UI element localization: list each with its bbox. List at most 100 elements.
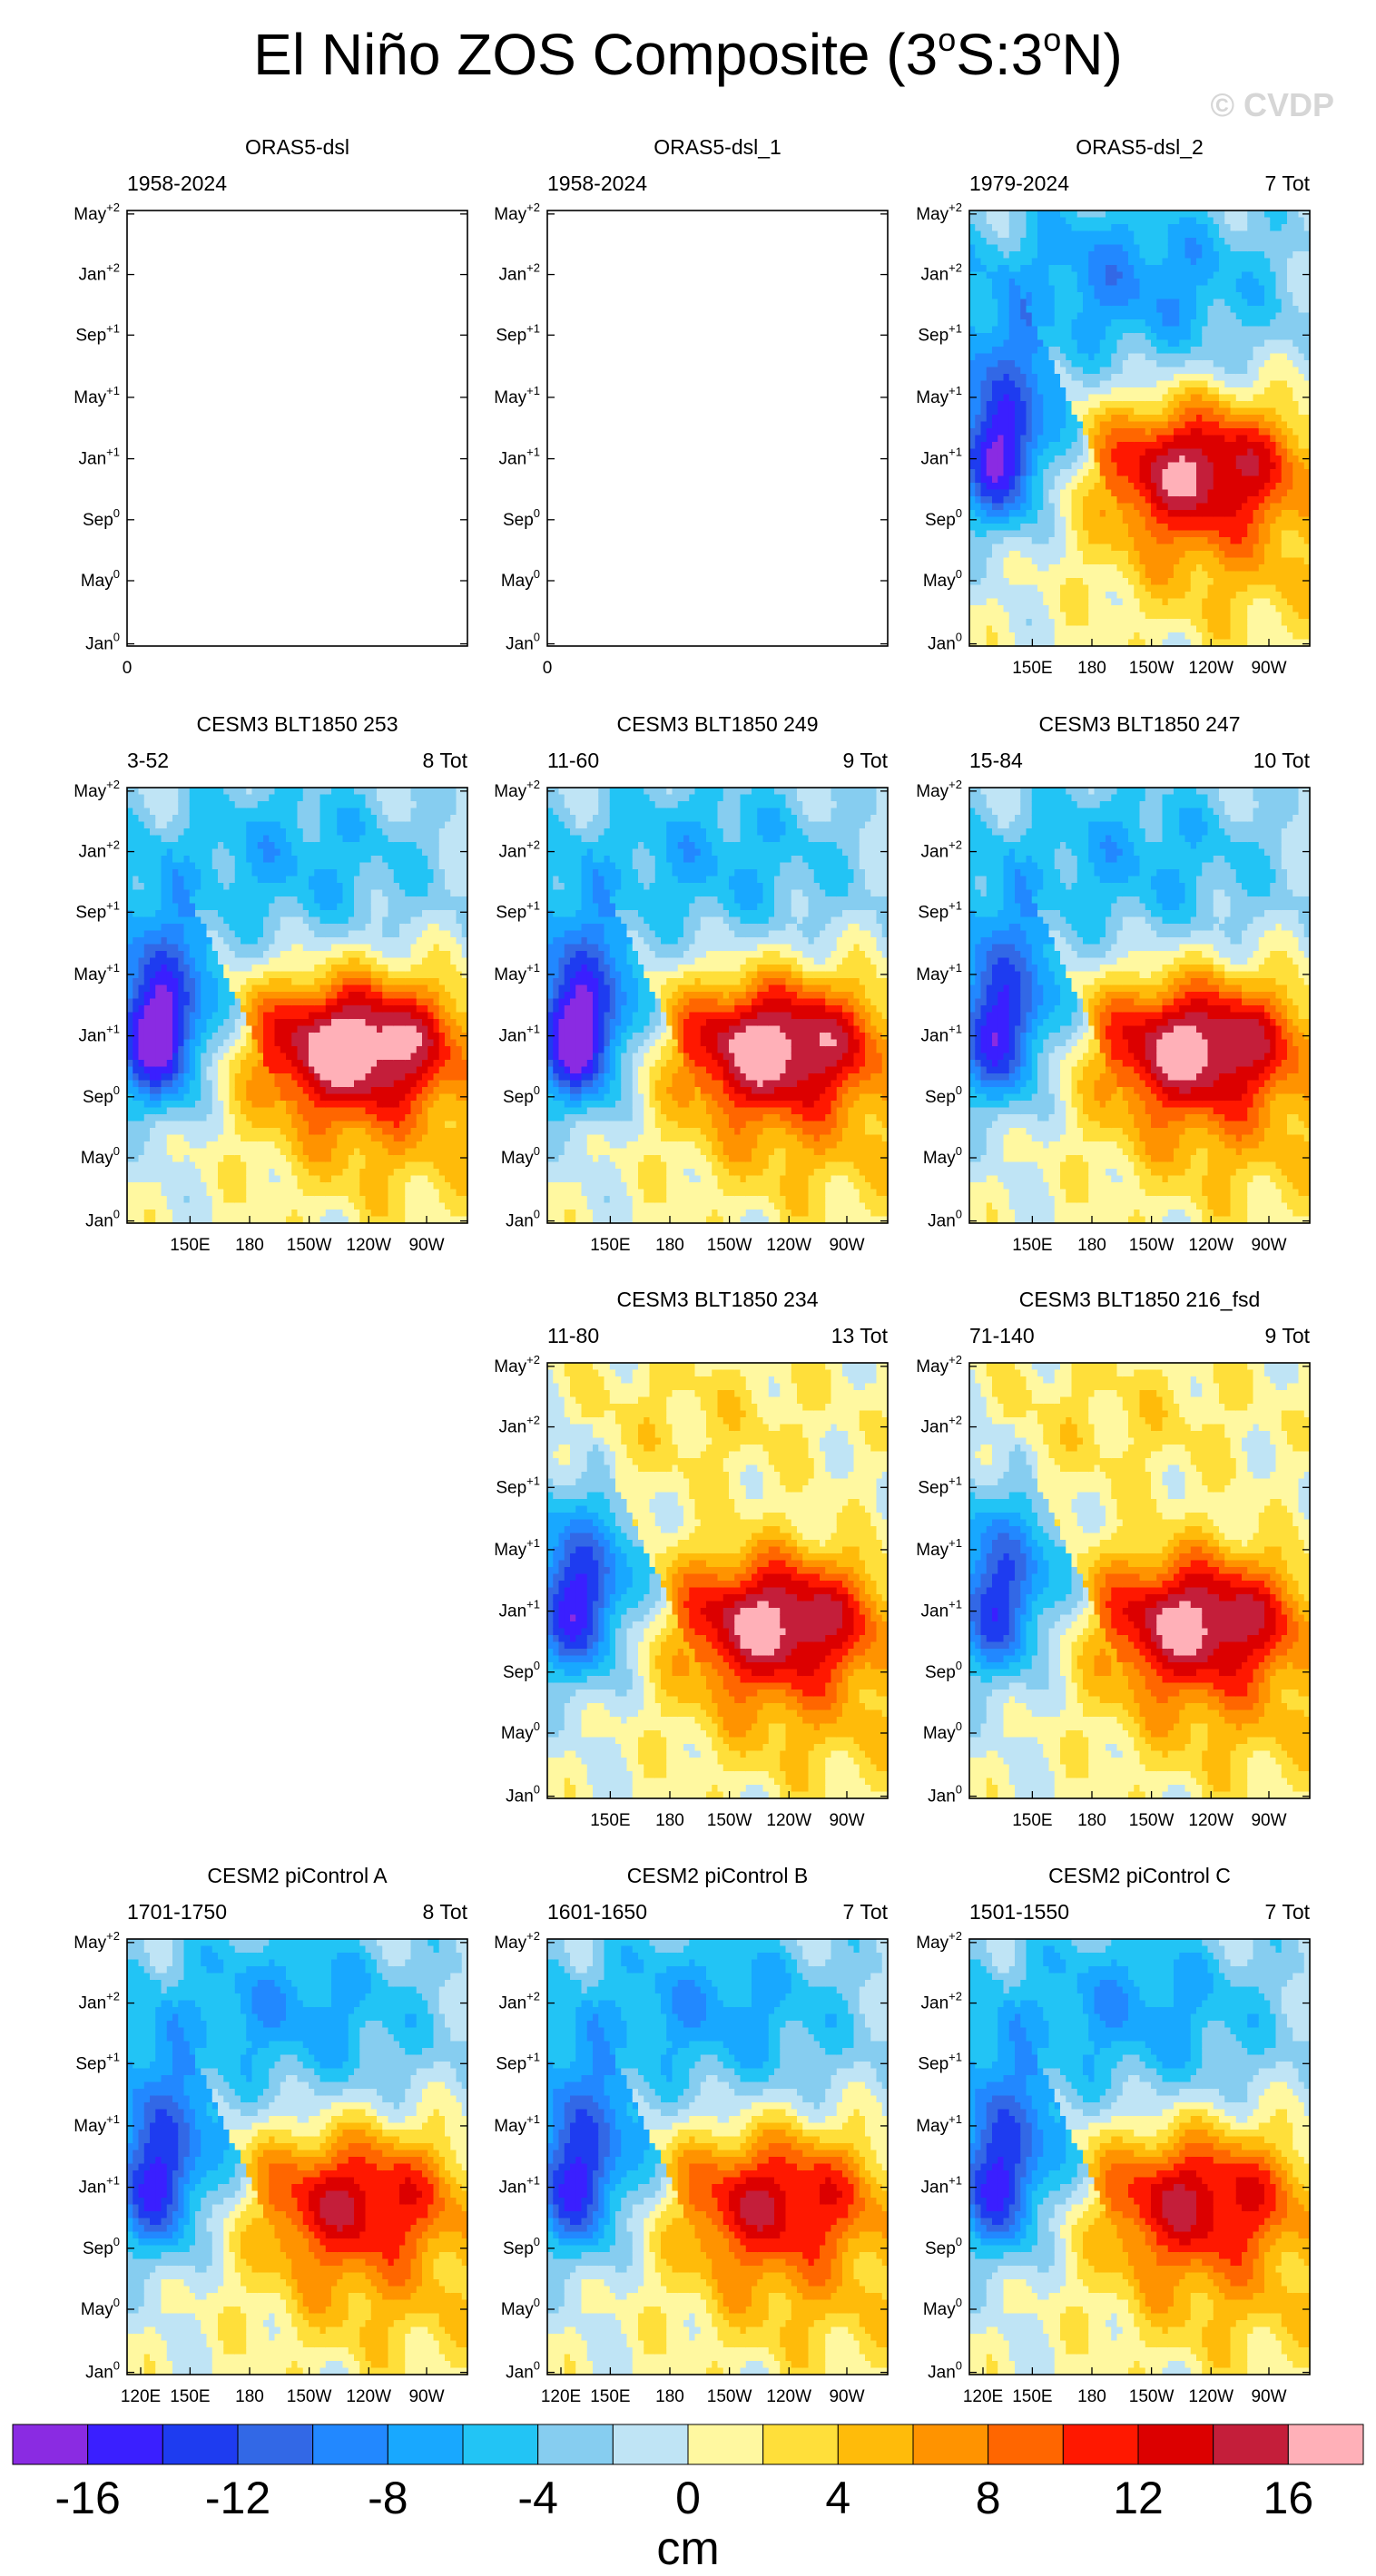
heatmap-cell [1066,279,1073,287]
heatmap-cell [1275,496,1283,504]
heatmap-cell [161,1155,168,1163]
heatmap-cell [1094,503,1101,511]
heatmap-cell [1071,394,1078,402]
heatmap-cell [1071,285,1078,293]
heatmap-cell [1179,605,1186,613]
heatmap-cell [195,1114,201,1122]
heatmap-cell [969,510,976,518]
heatmap-cell [1054,319,1061,328]
heatmap-cell [150,1080,156,1088]
heatmap-cell [1151,448,1157,456]
heatmap-cell [1008,551,1016,559]
heatmap-cell [986,271,993,279]
heatmap-cell [1292,238,1300,246]
heatmap-cell [1298,632,1305,641]
heatmap-cell [1162,407,1169,416]
heatmap-cell [1106,271,1112,279]
heatmap-cell [1242,244,1248,252]
heatmap-cell [1048,571,1056,579]
heatmap-cell [1139,483,1146,491]
heatmap-cell [1054,238,1061,246]
heatmap-cell [1264,299,1271,307]
heatmap-cell [1156,374,1164,382]
heatmap-cell [201,801,208,809]
heatmap-cell [1235,339,1243,348]
heatmap-cell [195,1175,201,1183]
heatmap-cell [150,1141,156,1150]
heatmap-cell [1003,462,1010,470]
heatmap-cell [211,1161,219,1170]
heatmap-cell [1247,489,1254,497]
heatmap-cell [1134,292,1141,300]
heatmap-cell [1054,605,1061,613]
heatmap-cell [206,951,213,959]
heatmap-cell [1202,265,1209,273]
heatmap-cell [1008,367,1016,375]
heatmap-cell [1190,374,1197,382]
heatmap-cell [1116,339,1124,348]
heatmap-cell [1066,312,1073,320]
heatmap-cell [1219,619,1225,627]
heatmap-cell [1134,625,1141,633]
heatmap-cell [133,889,140,897]
heatmap-cell [172,896,179,905]
heatmap-cell [1202,551,1209,559]
heatmap-cell [1128,469,1135,477]
heatmap-cell [1224,367,1232,375]
heatmap-cell [1003,347,1010,355]
heatmap-cell [1134,551,1141,559]
heatmap-cell [1156,571,1164,579]
heatmap-cell [1116,279,1124,287]
heatmap-cell [1264,407,1271,416]
heatmap-cell [1174,462,1180,470]
heatmap-cell [1151,612,1157,620]
heatmap-cell [1116,360,1124,368]
heatmap-cell [1128,612,1135,620]
heatmap-cell [1015,312,1021,320]
heatmap-cell [1270,469,1277,477]
heatmap-cell [1281,421,1288,429]
heatmap-cell [1230,639,1237,647]
heatmap-cell [1303,415,1311,423]
heatmap-cell [1184,469,1192,477]
heatmap-cell [1287,612,1293,620]
heatmap-cell [1145,435,1152,443]
heatmap-cell [138,924,145,932]
heatmap-cell [1190,360,1197,368]
heatmap-cell [1292,496,1300,504]
heatmap-cell [1292,625,1300,633]
heatmap-cell [143,883,151,891]
heatmap-cell [1190,428,1197,436]
heatmap-cell [143,815,151,823]
heatmap-cell [1111,510,1118,518]
heatmap-cell [1008,639,1016,647]
heatmap-cell [1174,442,1180,450]
heatmap-cell [1076,639,1084,647]
heatmap-cell [1287,326,1293,334]
heatmap-cell [1048,455,1056,464]
heatmap-cell [1213,598,1220,606]
heatmap-cell [1281,496,1288,504]
heatmap-cell [127,1155,133,1163]
heatmap-cell [980,347,988,355]
heatmap-cell [155,1141,162,1150]
heatmap-cell [1179,326,1186,334]
heatmap-cell [183,801,191,809]
heatmap-cell [143,910,151,918]
heatmap-cell [1015,224,1021,232]
heatmap-cell [155,835,162,843]
heatmap-cell [1071,374,1078,382]
heatmap-cell [143,1073,151,1082]
heatmap-cell [1060,516,1066,524]
heatmap-cell [155,1093,162,1102]
heatmap-cell [1179,299,1186,307]
heatmap-cell [1258,625,1265,633]
heatmap-cell [1116,544,1124,552]
heatmap-cell [969,435,976,443]
heatmap-cell [1190,380,1197,388]
heatmap-cell [1060,455,1066,464]
heatmap-cell [975,224,982,232]
heatmap-cell [1145,387,1152,396]
heatmap-cell [195,1128,201,1136]
heatmap-cell [1230,578,1237,586]
